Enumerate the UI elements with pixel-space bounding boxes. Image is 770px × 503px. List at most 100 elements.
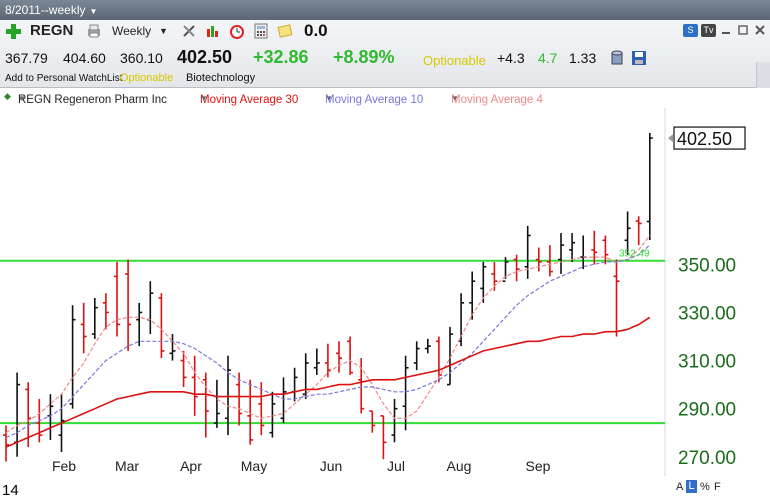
optionable-badge: Optionable xyxy=(423,53,486,68)
ohlc-bar xyxy=(391,399,398,443)
minimize-icon[interactable] xyxy=(718,24,733,37)
ohlc-bar xyxy=(236,372,243,426)
scale-a-button[interactable]: A xyxy=(676,481,684,493)
ohlc-bar xyxy=(502,257,509,282)
open-price: 367.79 xyxy=(5,50,48,66)
toolbar: REGN Weekly ▼ 0.0 S Tv 367.79 404.60 360… xyxy=(0,20,770,107)
alarm-clock-icon[interactable] xyxy=(229,23,245,39)
ohlc-bar xyxy=(535,247,542,272)
optionable-label: Optionable xyxy=(120,72,174,84)
month-label: Jul xyxy=(387,458,405,474)
ohlc-bar xyxy=(480,261,487,303)
ohlc-bar xyxy=(513,254,520,282)
stat-2: 4.7 xyxy=(538,50,558,66)
ohlc-bar xyxy=(158,293,165,359)
stat-3: 1.33 xyxy=(569,50,597,66)
bottom-bar: 14 A L % F xyxy=(0,476,770,503)
ohlc-bar xyxy=(336,341,342,373)
ohlc-bar xyxy=(447,326,453,386)
ohlc-bar xyxy=(280,377,287,424)
stat-1: +4.3 xyxy=(497,50,525,66)
high-price: 404.60 xyxy=(63,50,106,66)
ohlc-bar xyxy=(435,336,442,383)
symbol-input[interactable]: REGN xyxy=(30,22,74,39)
ohlc-bar xyxy=(558,233,564,274)
ohlc-bar xyxy=(546,245,553,277)
title-dropdown-icon[interactable]: ▼ xyxy=(89,7,98,16)
note-icon[interactable] xyxy=(277,23,293,39)
close-icon[interactable] xyxy=(752,24,767,37)
ohlc-bar xyxy=(213,379,220,428)
ohlc-bar xyxy=(136,302,143,347)
add-plus-icon[interactable] xyxy=(5,23,21,39)
scale-percent-button[interactable]: % xyxy=(700,481,710,493)
add-watchlist-link[interactable]: Add to Personal WatchList xyxy=(5,73,123,84)
calculator-icon[interactable] xyxy=(253,23,269,39)
y-axis-tick-label: 350.00 xyxy=(678,255,736,276)
window-title: 8/2011--weekly ▼ xyxy=(5,3,98,17)
ohlc-bar xyxy=(225,355,231,436)
ohlc-bar xyxy=(69,305,76,409)
ohlc-bar xyxy=(169,334,176,361)
tv-button[interactable]: Tv xyxy=(701,24,716,37)
ohlc-bar xyxy=(102,293,109,330)
month-label: May xyxy=(241,458,267,474)
low-price: 360.10 xyxy=(120,50,163,66)
ohlc-bar xyxy=(25,382,32,448)
legend-bar: ◆ REGN Regeneron Pharm Inc ▼ Moving Aver… xyxy=(0,88,770,108)
period-select[interactable]: Weekly xyxy=(112,24,152,38)
ohlc-bar xyxy=(114,261,120,337)
ohlc-bar xyxy=(469,271,476,320)
ohlc-bar xyxy=(591,230,598,265)
month-label: Feb xyxy=(52,458,76,474)
ohlc-bar xyxy=(602,235,609,265)
save-icon[interactable] xyxy=(631,50,647,66)
ohlc-bar xyxy=(247,379,254,445)
period-dropdown-icon[interactable]: ▼ xyxy=(159,26,168,36)
maximize-icon[interactable] xyxy=(735,24,750,37)
y-axis-tick-label: 270.00 xyxy=(678,448,736,469)
ohlc-bar xyxy=(202,372,209,438)
scale-f-button[interactable]: F xyxy=(714,481,721,493)
ohlc-bar xyxy=(191,355,198,416)
moving-average-30-line xyxy=(5,316,651,448)
print-icon[interactable] xyxy=(86,23,102,39)
ohlc-bar xyxy=(613,259,620,337)
legend-toggle-icon[interactable]: ◆ xyxy=(4,91,11,101)
last-price-label: 402.50 xyxy=(677,129,732,149)
month-label: Mar xyxy=(115,458,139,474)
ohlc-bar xyxy=(347,336,354,375)
scale-l-button[interactable]: L xyxy=(686,480,697,493)
bar-chart-icon[interactable] xyxy=(205,23,221,39)
last-price-pointer xyxy=(668,134,673,143)
y-axis-tick-label: 290.00 xyxy=(678,400,736,421)
month-label: Sep xyxy=(526,458,551,474)
moving-average-10-line xyxy=(5,244,651,439)
ohlc-bar xyxy=(80,302,87,354)
month-label: Jun xyxy=(320,458,343,474)
ohlc-bar xyxy=(47,394,54,440)
month-label: Aug xyxy=(447,458,472,474)
year-label: 14 xyxy=(2,482,19,499)
price-change-percent: +8.89% xyxy=(333,47,395,67)
horizontal-line-label: 352.49 xyxy=(619,249,650,260)
ohlc-bar xyxy=(524,225,531,279)
price-chart[interactable]: 350.00 330.00 310.00 290.00 270.00 352.49 402.… xyxy=(0,108,770,476)
ohlc-bar xyxy=(624,211,631,255)
database-icon[interactable] xyxy=(609,50,625,66)
industry-label[interactable]: Biotechnology xyxy=(186,72,256,84)
y-axis-tick-label: 310.00 xyxy=(678,352,736,373)
ohlc-bar xyxy=(424,338,431,354)
last-price: 402.50 xyxy=(177,47,233,67)
month-label: Apr xyxy=(180,458,202,474)
ohlc-bar xyxy=(635,216,642,246)
ohlc-bar xyxy=(569,233,576,262)
ohlc-bar xyxy=(91,298,98,339)
s-button[interactable]: S xyxy=(683,24,698,37)
price-change: +32.86 xyxy=(253,47,309,67)
tools-icon[interactable] xyxy=(181,23,197,39)
ohlc-bar xyxy=(402,355,409,431)
date-label: 10/24/14 xyxy=(600,475,647,476)
ohlc-bar xyxy=(380,415,387,460)
ohlc-bar xyxy=(358,358,365,414)
